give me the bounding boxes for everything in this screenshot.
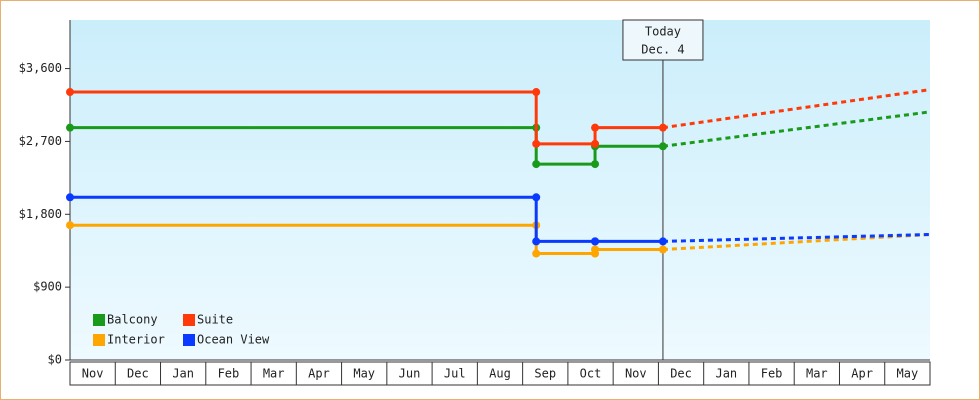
point — [532, 193, 541, 202]
y-tick-label: $1,800 — [19, 207, 62, 221]
point — [658, 245, 667, 254]
point — [658, 142, 667, 151]
legend-swatch — [183, 334, 195, 346]
point — [532, 160, 541, 169]
point — [66, 123, 74, 132]
y-tick-label: $3,600 — [19, 61, 62, 75]
today-label: Today — [645, 25, 681, 39]
legend-swatch — [183, 314, 195, 326]
legend-label: Suite — [197, 313, 233, 327]
series-line — [70, 223, 663, 256]
series-line — [70, 126, 663, 166]
legend-label: Balcony — [107, 313, 158, 327]
x-tick-label: Aug — [489, 367, 511, 381]
point — [66, 221, 74, 230]
point — [591, 245, 600, 254]
x-tick-label: May — [897, 367, 919, 381]
point — [532, 237, 541, 246]
x-tick-label: Oct — [580, 367, 602, 381]
x-tick-label: Apr — [851, 367, 873, 381]
point — [658, 237, 667, 246]
point — [532, 139, 541, 148]
x-tick-label: Apr — [308, 367, 330, 381]
plot-area — [70, 20, 930, 360]
x-tick-label: Dec — [670, 367, 692, 381]
x-tick-label: Dec — [127, 367, 149, 381]
x-tick-label: Nov — [625, 367, 647, 381]
point — [532, 249, 541, 258]
point — [658, 123, 667, 132]
x-tick-label: Jun — [399, 367, 421, 381]
point — [591, 160, 600, 169]
y-tick-label: $2,700 — [19, 134, 62, 148]
point — [66, 88, 74, 97]
x-tick-label: Sep — [534, 367, 556, 381]
y-tick-label: $0 — [48, 353, 62, 367]
x-tick-label: Jan — [715, 367, 737, 381]
point — [591, 237, 600, 246]
x-tick-label: Mar — [263, 367, 285, 381]
legend-swatch — [93, 314, 105, 326]
point — [591, 139, 600, 148]
point — [591, 123, 600, 132]
x-tick-label: May — [353, 367, 375, 381]
x-tick-label: Feb — [761, 367, 783, 381]
x-tick-label: Jan — [172, 367, 194, 381]
series-line — [70, 90, 663, 146]
legend-label: Ocean View — [197, 333, 270, 347]
x-band — [69, 361, 931, 386]
x-tick-label: Jul — [444, 367, 466, 381]
legend-label: Interior — [107, 333, 165, 347]
x-tick-label: Nov — [82, 367, 104, 381]
x-tick-label: Mar — [806, 367, 828, 381]
legend-swatch — [93, 334, 105, 346]
y-tick-label: $900 — [33, 280, 62, 294]
today-label: Dec. 4 — [641, 43, 684, 57]
x-tick-label: Feb — [218, 367, 240, 381]
today-box — [622, 19, 704, 61]
point — [532, 88, 541, 97]
point — [66, 193, 74, 202]
